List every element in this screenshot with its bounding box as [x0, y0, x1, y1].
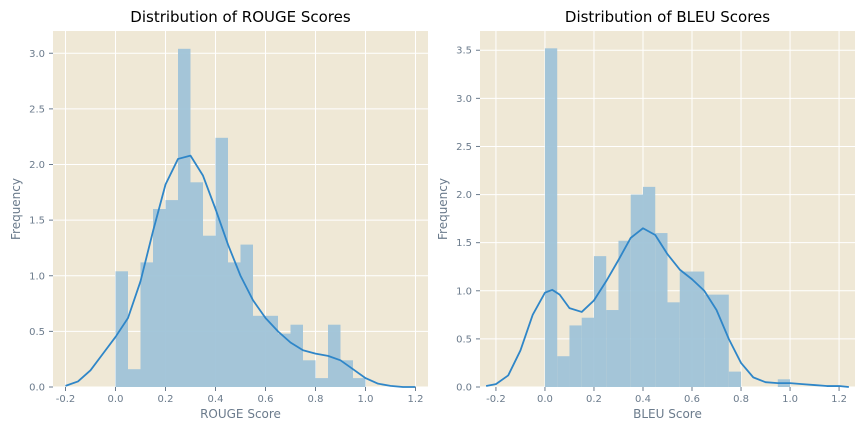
histogram-bar	[569, 325, 582, 387]
histogram-bar	[692, 271, 705, 387]
y-tick-label: 3.0	[456, 94, 472, 105]
histogram-bar	[606, 310, 619, 387]
histogram-bar	[115, 271, 128, 387]
x-tick-label: -0.2	[486, 394, 506, 405]
y-tick-label: 2.5	[456, 142, 472, 153]
histogram-bar	[716, 294, 729, 387]
histogram-bar	[178, 48, 191, 388]
y-tick-label: 3.0	[29, 49, 45, 60]
x-tick-label: 1.0	[782, 394, 798, 405]
histogram-bar	[228, 262, 241, 387]
y-tick-label: 1.5	[456, 238, 472, 249]
chart-title: Distribution of ROUGE Scores	[130, 8, 351, 26]
y-axis-label: Frequency	[9, 178, 23, 240]
y-tick-label: 0.0	[29, 383, 45, 394]
x-tick-label: 0.6	[684, 394, 700, 405]
y-tick-label: 1.5	[29, 216, 45, 227]
rouge-histogram-panel: -0.2 0.0 0.2 0.4 0.6 0.8 1.0 1.2 0.0 0.5 1.0 1.5 2.0…	[9, 8, 428, 421]
y-tick-label: 2.0	[456, 190, 472, 201]
histogram-bar	[593, 256, 607, 387]
y-tick-label: 0.5	[456, 334, 472, 345]
histogram-bar	[618, 240, 631, 387]
x-tick-label: 1.2	[408, 394, 424, 405]
histogram-bar	[153, 209, 166, 387]
y-tick-label: 0.5	[29, 327, 45, 338]
y-tick-label: 1.0	[29, 271, 45, 282]
kde-line	[65, 154, 416, 388]
y-tick-label: 2.5	[29, 104, 45, 115]
histogram-bar	[679, 271, 693, 387]
y-tick-label: 2.0	[29, 160, 45, 171]
histogram-bar	[630, 194, 643, 387]
x-tick-label: 1.2	[831, 394, 847, 405]
histogram-bar	[655, 233, 668, 387]
x-tick-label: 0.2	[586, 394, 602, 405]
histogram-bar	[165, 200, 178, 387]
histogram-bar	[315, 378, 328, 387]
y-tick-label: 0.0	[456, 383, 472, 394]
histogram-bar	[328, 324, 341, 387]
histogram-bar	[253, 315, 266, 387]
x-axis-label: BLEU Score	[633, 407, 702, 421]
histogram-bar	[128, 369, 141, 387]
kde-line	[485, 227, 849, 388]
y-axis-label: Frequency	[436, 178, 450, 240]
y-tick-label: 3.5	[456, 46, 472, 57]
x-tick-label: 0.8	[308, 394, 324, 405]
histogram-bar	[265, 315, 278, 387]
x-tick-label: 0.4	[635, 394, 651, 405]
x-tick-label: 0.8	[733, 394, 749, 405]
chart-title: Distribution of BLEU Scores	[565, 8, 770, 26]
histogram-bar	[728, 371, 742, 387]
histogram-bar	[215, 137, 228, 387]
histogram-bar	[581, 317, 594, 387]
x-tick-label: 0.4	[208, 394, 224, 405]
x-tick-label: 0.0	[108, 394, 124, 405]
histogram-bar	[353, 378, 366, 387]
y-tick-label: 1.0	[456, 286, 472, 297]
histogram-bar	[140, 262, 153, 387]
histogram-bar	[278, 333, 291, 387]
histogram-bar	[203, 235, 216, 387]
bleu-histogram-panel: -0.2 0.0 0.2 0.4 0.6 0.8 1.0 1.2 0.0 0.5 1.0 1.5 2.0…	[436, 8, 855, 421]
x-tick-label: 0.2	[158, 394, 174, 405]
histogram-bar	[290, 324, 303, 387]
x-axis-label: ROUGE Score	[200, 407, 281, 421]
histogram-bar	[557, 356, 570, 387]
x-tick-label: 0.6	[258, 394, 274, 405]
histogram-bar	[240, 244, 253, 387]
x-tick-label: -0.2	[56, 394, 76, 405]
histogram-bar	[190, 182, 203, 387]
histogram-bar	[667, 302, 680, 387]
histogram-bar	[544, 48, 558, 388]
x-tick-label: 1.0	[358, 394, 374, 405]
histogram-bar	[704, 294, 717, 387]
histogram-bar	[303, 360, 316, 387]
histogram-bar	[642, 186, 656, 387]
x-tick-label: 0.0	[537, 394, 553, 405]
